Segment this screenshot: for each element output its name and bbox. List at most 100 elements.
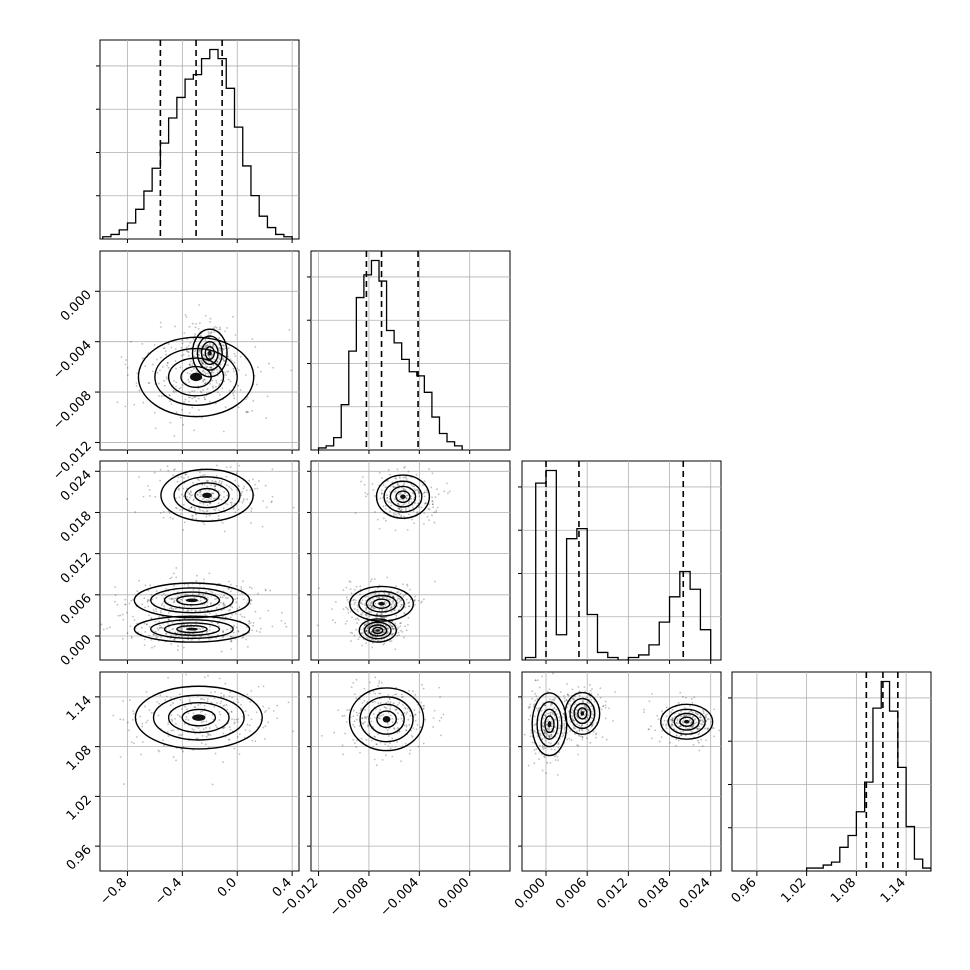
density-contour [134, 685, 263, 750]
density-contour [540, 708, 559, 740]
density-contour [569, 697, 596, 730]
panel-3-2: 0.000 0.006 0.012 0.018 0.024 [512, 671, 722, 912]
density-contour [154, 347, 238, 406]
density-contour [547, 720, 552, 728]
density-contour [531, 692, 568, 757]
density-contour [163, 591, 221, 610]
panel-1-1 [307, 250, 511, 454]
panel-3-3: 0.96 1.02 1.08 1.14 [728, 671, 932, 906]
density-contour [194, 487, 220, 503]
panel-frame [99, 671, 300, 872]
density-contour [667, 708, 706, 735]
panel-2-1 [307, 460, 511, 664]
histogram-3 [805, 680, 931, 871]
density-contour [150, 587, 234, 614]
y-tick-label: 0.012 [58, 550, 95, 587]
density-contour [196, 335, 223, 371]
density-contour [207, 350, 212, 356]
density-contour [133, 582, 251, 619]
y-tick-label: 1.08 [64, 743, 95, 774]
panel-2-2 [518, 460, 722, 664]
density-contour [152, 694, 245, 741]
density-contour [163, 622, 221, 636]
density-contour [389, 485, 417, 508]
x-tick-label: 0.006 [553, 875, 590, 912]
density-contour [372, 626, 384, 635]
density-contour [363, 621, 392, 640]
histogram-1 [317, 259, 463, 450]
density-contour [202, 492, 212, 499]
density-contour [185, 598, 198, 603]
density-contour [185, 627, 198, 631]
density-contour [204, 346, 216, 360]
density-contour [150, 619, 234, 640]
density-contour [400, 494, 406, 499]
density-contour [200, 340, 219, 366]
density-contour [359, 696, 414, 743]
x-tick-label: 0.012 [594, 875, 631, 912]
density-contour [577, 707, 588, 720]
density-contour [190, 372, 203, 382]
density-contour [382, 715, 391, 723]
y-tick-label: 0.000 [58, 632, 95, 669]
density-contour [673, 712, 700, 731]
x-tick-label: 0.024 [677, 875, 714, 912]
y-tick-label: −0.004 [50, 338, 95, 383]
density-contour [181, 708, 217, 727]
x-tick-label: 0.018 [635, 875, 672, 912]
density-contour [683, 719, 690, 724]
density-contour [368, 703, 405, 735]
panel-3-1: −0.012 −0.008 −0.004 0.000 [277, 671, 511, 920]
density-contour [372, 598, 391, 609]
density-contour [167, 701, 230, 734]
density-contour [358, 590, 405, 617]
panel-frame [99, 460, 300, 661]
x-tick-label: −0.008 [327, 875, 372, 920]
density-contour [564, 691, 601, 736]
density-contour [348, 687, 425, 752]
x-tick-label: 0.000 [436, 875, 473, 912]
density-contour [167, 357, 225, 397]
density-contour [376, 710, 397, 729]
panel-frame [731, 671, 932, 872]
density-contour [192, 714, 206, 721]
y-tick-label: 0.96 [64, 842, 95, 873]
density-contour [368, 624, 388, 637]
density-contour [184, 482, 230, 509]
density-contour [378, 601, 385, 606]
x-tick-label: 1.14 [878, 875, 909, 906]
x-tick-label: 0.0 [215, 875, 240, 900]
density-contour [191, 328, 228, 378]
density-contour [383, 480, 423, 513]
density-contour [358, 618, 397, 643]
density-contour [365, 594, 398, 613]
x-tick-label: 1.08 [828, 875, 859, 906]
y-tick-label: 0.006 [58, 591, 95, 628]
panel-frame [310, 671, 511, 872]
panel-frame [310, 250, 511, 451]
density-contour [176, 595, 208, 606]
y-tick-label: 0.018 [58, 509, 95, 546]
x-tick-label: −0.8 [97, 875, 130, 908]
y-tick-label: 0.000 [58, 288, 95, 325]
density-contour [660, 703, 714, 740]
panel-3-0: −0.8 −0.4 0.0 0.40.961.021.081.14 [64, 671, 300, 908]
density-contour [173, 476, 241, 515]
density-contour [580, 711, 585, 716]
y-tick-label: 1.02 [64, 793, 95, 824]
y-tick-label: −0.008 [50, 388, 95, 433]
density-contour [536, 701, 563, 748]
density-contour [160, 468, 254, 522]
density-contour [395, 490, 411, 504]
x-tick-label: −0.004 [378, 875, 423, 920]
density-contour [544, 715, 555, 734]
density-contour [349, 585, 414, 622]
histogram-0 [102, 48, 293, 239]
panel-0-0 [96, 39, 300, 243]
y-tick-label: 1.14 [64, 693, 95, 724]
x-tick-label: 0.96 [729, 875, 760, 906]
density-contour [176, 625, 208, 634]
